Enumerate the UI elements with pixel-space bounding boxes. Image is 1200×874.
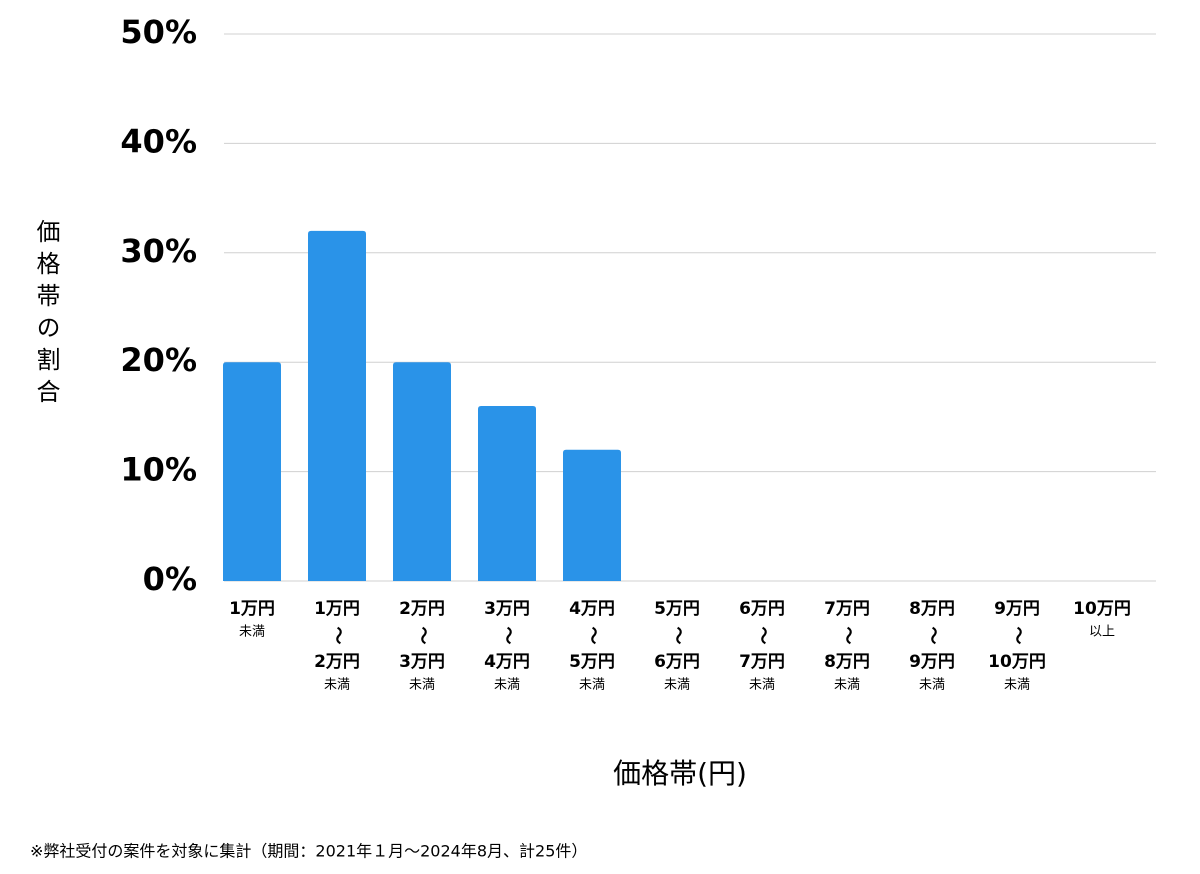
x-tick-label: 未満 [664,678,690,693]
x-tick-label: 9万円 [994,599,1040,619]
x-tick-label: 未満 [494,678,520,693]
x-tick-label: 未満 [834,678,860,693]
x-tick-label: 4万円 [484,652,530,672]
y-axis-title: 価格帯の割合 [32,219,60,411]
x-tick-label: 〜 [412,627,433,645]
x-tick-label: 5万円 [569,652,615,672]
x-tick-label: 3万円 [484,599,530,619]
x-tick-label: 未満 [324,678,350,693]
x-tick-label: 〜 [667,627,688,645]
bar [223,362,281,581]
y-tick-label: 30% [120,232,197,270]
bar [563,449,621,581]
x-tick-label: 4万円 [569,599,615,619]
x-tick-label: 2万円 [314,652,360,672]
x-axis-title: 価格帯(円) [613,757,747,790]
x-tick-label: 10万円 [1073,599,1131,619]
x-tick-label: 6万円 [654,652,700,672]
x-tick-label: 未満 [409,678,435,693]
y-tick-label: 50% [120,13,197,51]
x-tick-label: 未満 [919,678,945,693]
bar [393,362,451,581]
x-tick-label: 未満 [749,678,775,693]
x-tick-label: 5万円 [654,599,700,619]
x-tick-label: 〜 [752,627,773,645]
y-tick-label: 40% [120,122,197,160]
y-tick-label: 10% [120,451,197,489]
y-tick-label: 0% [143,560,197,598]
x-tick-label: 1万円 [229,599,275,619]
footnote: ※弊社受付の案件を対象に集計（期間：2021年１月〜2024年8月、計25件） [30,842,587,861]
y-tick-label: 20% [120,341,197,379]
x-tick-label: 6万円 [739,599,785,619]
x-tick-label: 10万円 [988,652,1046,672]
x-tick-label: 〜 [327,627,348,645]
x-tick-label: 〜 [837,627,858,645]
x-tick-label: 7万円 [824,599,870,619]
x-tick-label: 以上 [1089,625,1115,640]
x-tick-label: 9万円 [909,652,955,672]
x-tick-label: 〜 [582,627,603,645]
x-tick-label: 未満 [239,625,265,640]
x-tick-label: 3万円 [399,652,445,672]
x-tick-label: 未満 [1004,678,1030,693]
x-tick-label: 〜 [1007,627,1028,645]
x-tick-label: 〜 [497,627,518,645]
x-tick-label: 2万円 [399,599,445,619]
x-tick-label: 8万円 [909,599,955,619]
x-tick-label: 7万円 [739,652,785,672]
x-tick-label: 未満 [579,678,605,693]
x-tick-label: 1万円 [314,599,360,619]
bar [478,405,536,581]
x-tick-label: 8万円 [824,652,870,672]
bar [308,230,366,582]
x-tick-label: 〜 [922,627,943,645]
